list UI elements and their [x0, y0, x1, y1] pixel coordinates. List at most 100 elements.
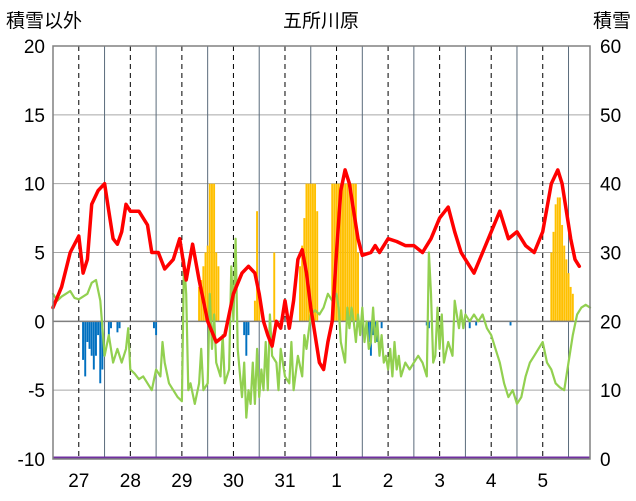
precipitation-bar: [88, 321, 91, 349]
snow-depth-bar: [561, 224, 564, 322]
precipitation-bar: [90, 321, 93, 356]
snow-depth-bar: [258, 293, 261, 322]
x-tick-label: 5: [537, 471, 548, 492]
snow-depth-bar: [333, 183, 336, 322]
right-axis-label: 積雪: [593, 10, 631, 32]
plot-border: [52, 45, 591, 460]
precipitation-bar: [155, 321, 158, 336]
temperature-line: [51, 168, 582, 372]
left-tick-label: 0: [34, 312, 45, 333]
snow-depth-bar: [198, 286, 201, 322]
snow-depth-bar: [213, 183, 216, 322]
series-lines: [51, 168, 592, 419]
x-tick-label: 2: [383, 471, 394, 492]
precipitation-bar: [427, 321, 430, 329]
precipitation-bar: [110, 321, 112, 329]
precipitation-bar: [82, 321, 85, 360]
precipitation-bar: [84, 321, 87, 377]
snow-depth-bar: [208, 183, 211, 322]
snow-depth-bar: [567, 273, 570, 322]
left-axis-label: 積雪以外: [6, 10, 82, 32]
snow-depth-bar: [309, 183, 312, 322]
right-tick-label: 50: [600, 106, 621, 127]
snow-depth-bar: [339, 183, 342, 322]
snow-depth-bar: [348, 183, 351, 322]
left-tick-label: 15: [24, 106, 45, 127]
snow-depth-bar: [217, 266, 220, 322]
snow-depth-bar: [571, 293, 574, 322]
precipitation-bar: [116, 321, 119, 333]
snow-depth-bar: [200, 280, 203, 322]
snow-depth-bar: [314, 183, 317, 322]
right-tick-label: 40: [600, 175, 621, 196]
snow-depth-bar: [350, 183, 353, 322]
precipitation-bar: [118, 321, 121, 329]
x-tick-label: 1: [331, 471, 342, 492]
precipitation-bar: [468, 321, 471, 329]
chart-title: 五所川原: [283, 10, 359, 32]
x-tick-label: 28: [120, 471, 141, 492]
x-tick-label: 3: [434, 471, 445, 492]
precipitation-bar: [367, 321, 370, 342]
snow-depth-bar: [253, 300, 256, 322]
snow-depth-bar: [210, 183, 213, 322]
precipitation-bar: [509, 321, 512, 326]
snow-depth-bar: [311, 183, 314, 322]
x-tick-label: 29: [171, 471, 192, 492]
precipitation-bar: [94, 321, 97, 356]
snow-depth-bar: [204, 252, 207, 322]
right-tick-label: 60: [600, 37, 621, 58]
snow-depth-bar: [550, 252, 553, 322]
snow-depth-bar: [552, 231, 555, 322]
snow-depth-bar: [299, 266, 301, 322]
precipitation-bar: [99, 321, 102, 384]
precipitation-bar: [372, 321, 375, 336]
x-tick-label: 31: [274, 471, 295, 492]
snow-depth-bar: [569, 286, 572, 322]
precipitation-bar: [247, 321, 250, 336]
snow-depth-bar: [352, 183, 355, 322]
precipitation-bar: [101, 321, 104, 370]
snow-depth-bar: [307, 183, 310, 322]
x-tick-label: 4: [486, 471, 497, 492]
snow-depth-bar: [556, 197, 559, 322]
plot-frame: [52, 45, 591, 460]
snow-depth-bar: [554, 204, 557, 322]
snow-depth-bar: [331, 183, 334, 322]
snow-depth-bar: [563, 245, 566, 322]
snow-depth-bar: [344, 183, 347, 322]
precipitation-bar: [107, 321, 110, 336]
left-tick-label: 20: [24, 37, 45, 58]
right-tick-label: 30: [600, 244, 621, 265]
snow-depth-bar: [273, 252, 276, 322]
right-tick-label: 10: [600, 381, 621, 402]
left-tick-label: -5: [28, 381, 45, 402]
right-tick-label: 20: [600, 312, 621, 333]
precipitation-bar: [97, 321, 100, 336]
snow-depth-bar: [305, 183, 308, 322]
precipitation-bar: [243, 321, 246, 336]
wind-line: [51, 237, 592, 419]
right-tick-label: 0: [600, 450, 611, 471]
left-tick-label: -10: [18, 450, 45, 471]
snow-depth-bar: [206, 245, 209, 322]
snow-depth-bar: [346, 183, 349, 322]
snow-depth-bar: [256, 211, 259, 322]
x-tick-label: 30: [223, 471, 244, 492]
precipitation-bar: [245, 321, 248, 356]
precipitation-bar: [92, 321, 95, 370]
precipitation-bar: [475, 321, 478, 326]
snow-depth-bar: [301, 245, 304, 322]
x-tick-label: 27: [68, 471, 89, 492]
precipitation-bar: [86, 321, 89, 342]
left-tick-label: 5: [34, 244, 45, 265]
precipitation-bar: [152, 321, 155, 329]
snow-depth-bar: [558, 197, 561, 322]
snow-depth-bar: [215, 252, 218, 322]
tick-labels: -10 -5 0 5 10 15 20 0 10 20 30 40 50 60 27 28 29 30 31 1 2 3 4…: [18, 37, 622, 492]
snow-depth-bar: [354, 183, 357, 322]
snow-depth-bar: [357, 252, 359, 322]
snow-depth-bar: [337, 183, 340, 322]
precipitation-bar: [380, 321, 383, 329]
snow-depth-bar: [316, 211, 319, 322]
